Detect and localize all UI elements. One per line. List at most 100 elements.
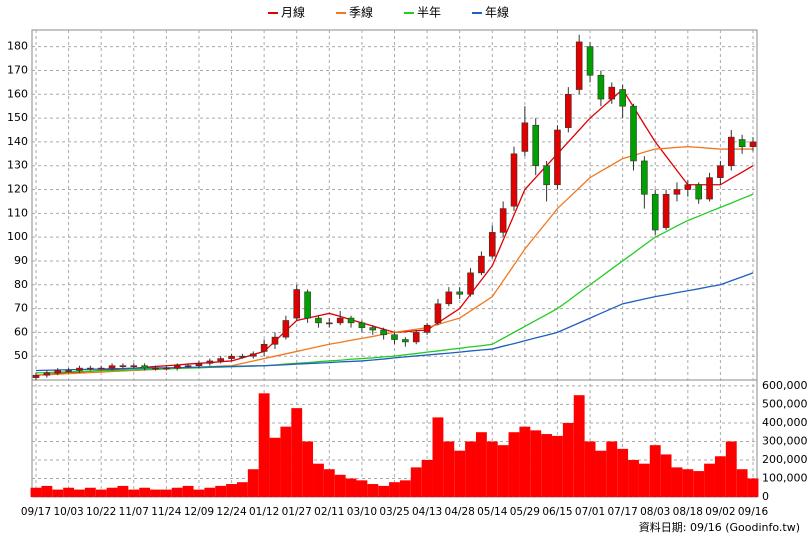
candle-body — [141, 365, 148, 369]
x-tick-label: 07/17 — [608, 506, 638, 518]
candle-body — [239, 355, 246, 358]
volume-bar — [117, 485, 129, 497]
x-tick-label: 03/25 — [379, 506, 409, 518]
volume-bar — [541, 434, 553, 497]
volume-bar — [41, 485, 53, 497]
volume-bar — [345, 478, 357, 497]
x-tick-label: 06/15 — [542, 506, 572, 518]
candle-body — [554, 129, 561, 186]
candle-body — [662, 193, 670, 228]
candle-body — [87, 367, 94, 370]
y-tick-label: 120 — [7, 183, 28, 196]
x-tick-label: 03/10 — [347, 506, 377, 518]
y-tick-label: 100 — [7, 230, 28, 243]
x-tick-label: 01/27 — [282, 506, 312, 518]
candle-body — [467, 272, 474, 295]
y2-tick-label: 300,000 — [762, 434, 808, 447]
x-tick-label: 09/17 — [21, 506, 51, 518]
candle-body — [706, 177, 713, 200]
candle-body — [565, 93, 572, 128]
y2-tick-label: 400,000 — [762, 416, 808, 429]
volume-bar — [682, 469, 694, 497]
volume-bar — [443, 441, 455, 497]
candle-body — [402, 339, 409, 343]
volume-bar — [139, 487, 151, 497]
volume-bar — [562, 422, 574, 497]
volume-bar — [367, 484, 379, 497]
volume-bar — [63, 487, 75, 497]
candle-body — [597, 74, 605, 100]
volume-bar — [128, 489, 140, 497]
candle-body — [488, 232, 496, 257]
x-tick-label: 02/11 — [314, 506, 344, 518]
candle-body — [271, 336, 279, 345]
candle-body — [586, 46, 594, 76]
candle-body — [521, 122, 529, 152]
volume-bar — [150, 489, 161, 497]
candle-body — [619, 89, 626, 107]
volume-bar — [313, 463, 324, 497]
volume-bar — [660, 454, 672, 497]
volume-bar — [378, 485, 390, 497]
volume-bar — [258, 393, 270, 497]
y-tick-label: 70 — [14, 302, 28, 315]
candle-body — [326, 322, 333, 325]
volume-bar — [747, 478, 759, 497]
y2-tick-label: 500,000 — [762, 397, 808, 410]
volume-bar — [638, 463, 650, 497]
candle-body — [499, 208, 507, 233]
candle-body — [152, 367, 159, 370]
candle-body — [532, 124, 540, 167]
volume-bar — [704, 463, 715, 497]
volume-bar — [725, 441, 737, 497]
candle-body — [228, 355, 235, 359]
volume-bar — [617, 448, 629, 497]
volume-bar — [226, 484, 237, 497]
candle-body — [445, 291, 453, 305]
volume-bar — [736, 469, 748, 497]
volume-bar — [74, 489, 85, 497]
candle-body — [217, 358, 224, 362]
y-tick-label: 80 — [14, 278, 28, 291]
volume-bar — [421, 459, 433, 497]
volume-bar — [84, 487, 96, 497]
volume-bar — [628, 459, 639, 497]
candle-body — [195, 363, 203, 367]
volume-bar — [236, 482, 248, 497]
volume-bar — [714, 456, 726, 497]
x-tick-label: 09/16 — [738, 506, 769, 518]
candle-body — [717, 165, 724, 178]
legend-label: 年線 — [485, 5, 509, 20]
candle-body — [684, 184, 692, 190]
volume-bar — [52, 489, 64, 497]
candle-body — [336, 317, 344, 324]
candle-body — [412, 332, 420, 343]
volume-bar — [389, 482, 400, 497]
volume-bar — [215, 485, 227, 497]
volume-bar — [171, 487, 183, 497]
y-tick-label: 140 — [7, 135, 28, 148]
x-tick-label: 04/13 — [412, 506, 442, 518]
candle-body — [282, 320, 290, 338]
volume-bar — [508, 432, 520, 497]
candle-body — [304, 291, 311, 319]
volume-bar — [606, 441, 618, 497]
y-tick-label: 180 — [7, 40, 28, 53]
candle-body — [293, 289, 301, 319]
volume-bar — [247, 469, 259, 497]
volume-bar — [475, 432, 487, 497]
volume-bar — [193, 489, 205, 497]
x-tick-label: 04/28 — [445, 506, 475, 518]
x-tick-label: 12/09 — [184, 506, 214, 518]
candle-body — [695, 184, 702, 200]
candle-body — [369, 327, 377, 331]
x-tick-label: 11/24 — [151, 506, 182, 518]
volume-bar — [410, 467, 422, 497]
y2-tick-label: 0 — [762, 490, 769, 503]
volume-bar — [671, 467, 683, 497]
volume-bar — [530, 430, 542, 497]
volume-bar — [486, 441, 498, 497]
candle-body — [651, 193, 659, 231]
x-tick-label: 11/07 — [119, 506, 149, 518]
